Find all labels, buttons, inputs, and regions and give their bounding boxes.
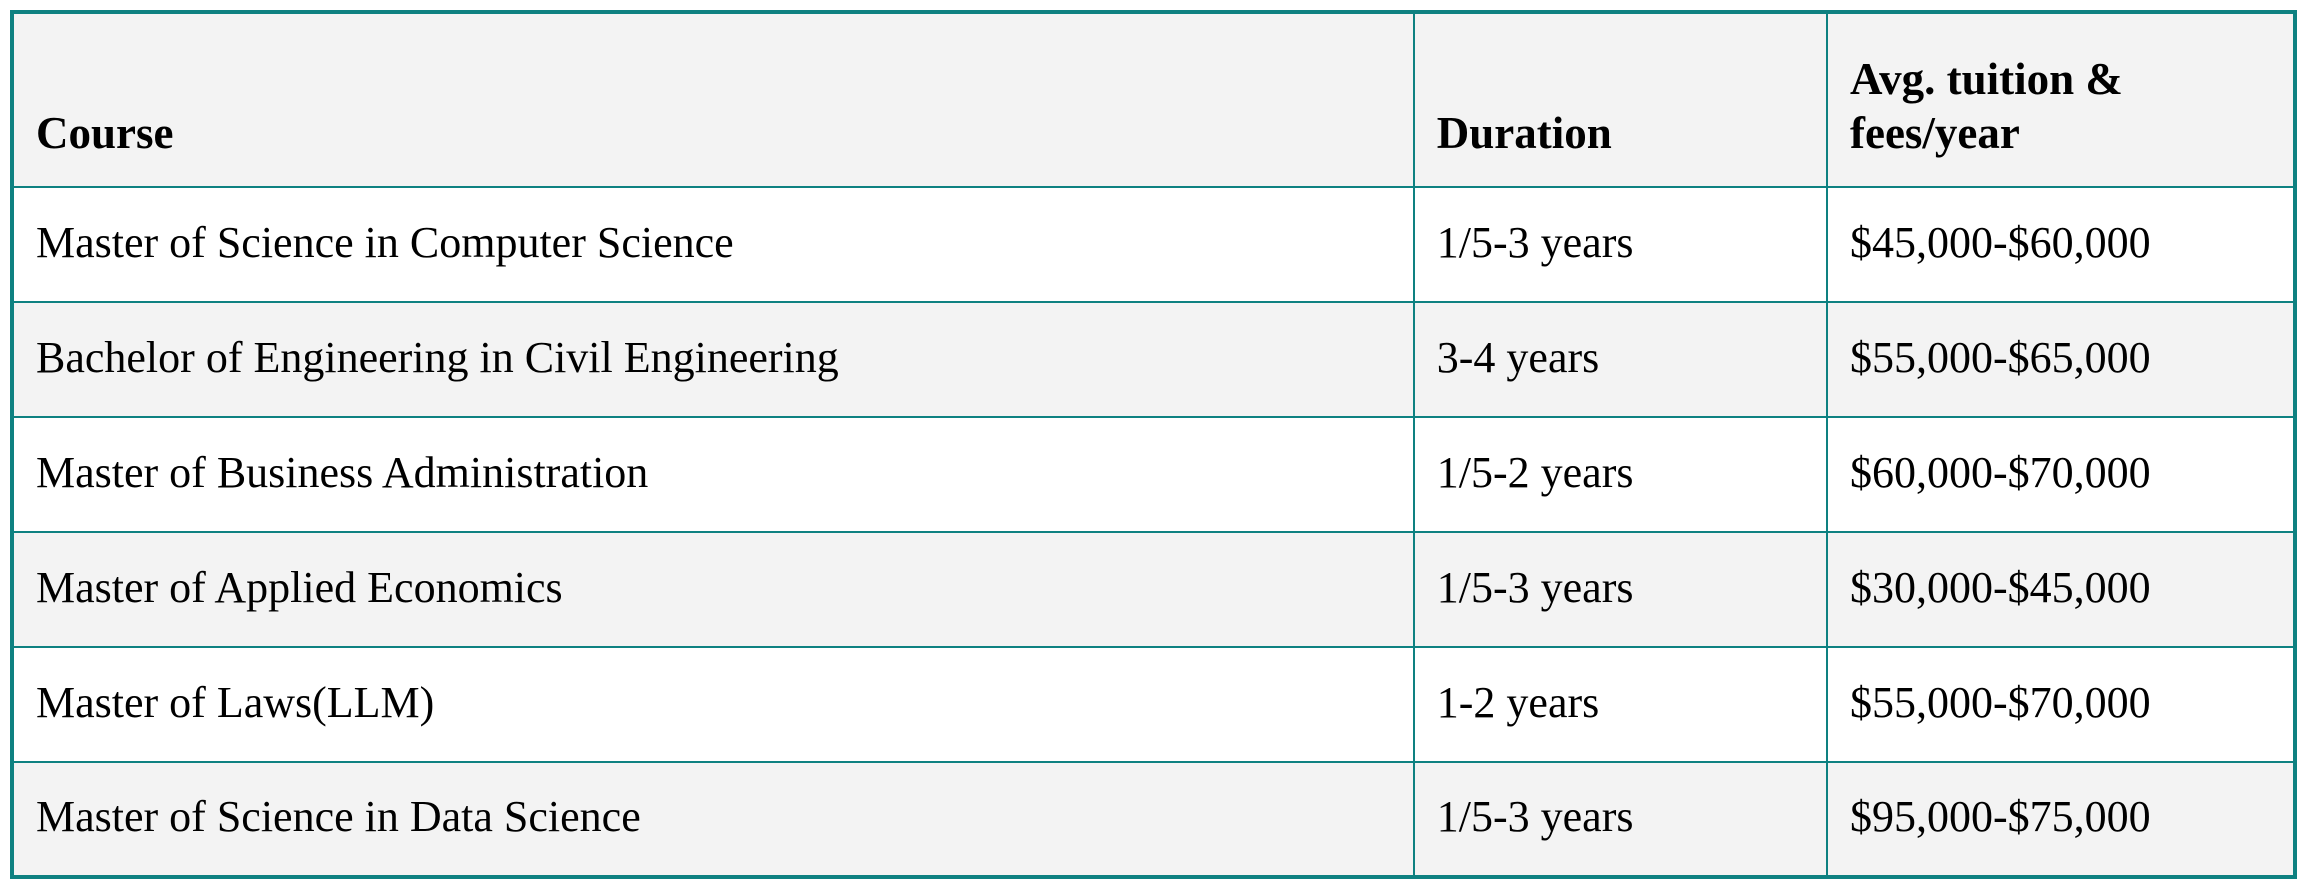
tuition-cell: $60,000-$70,000 [1825,416,2297,533]
tuition-cell: $55,000-$70,000 [1825,646,2297,763]
table-row: Master of Business Administration 1/5-2 … [11,416,2297,533]
column-header-course: Course [11,11,1415,188]
table-body: Master of Science in Computer Science 1/… [11,186,2297,878]
duration-cell: 1/5-3 years [1412,761,1828,878]
duration-cell: 1/5-3 years [1412,531,1828,648]
table-row: Master of Applied Economics 1/5-3 years … [11,531,2297,648]
duration-cell: 1-2 years [1412,646,1828,763]
table-row: Bachelor of Engineering in Civil Enginee… [11,301,2297,418]
duration-cell: 1/5-2 years [1412,416,1828,533]
course-cell: Master of Laws(LLM) [11,646,1415,763]
column-header-tuition: Avg. tuition & fees/year [1825,11,2297,188]
duration-cell: 1/5-3 years [1412,186,1828,303]
course-tuition-table: Course Duration Avg. tuition & fees/year… [10,10,2297,879]
table-row: Master of Laws(LLM) 1-2 years $55,000-$7… [11,646,2297,763]
course-cell: Master of Science in Data Science [11,761,1415,878]
table-row: Master of Science in Data Science 1/5-3 … [11,761,2297,878]
tuition-cell: $45,000-$60,000 [1825,186,2297,303]
tuition-cell: $95,000-$75,000 [1825,761,2297,878]
header-row: Course Duration Avg. tuition & fees/year [11,11,2297,188]
table-row: Master of Science in Computer Science 1/… [11,186,2297,303]
tuition-cell: $30,000-$45,000 [1825,531,2297,648]
duration-cell: 3-4 years [1412,301,1828,418]
table-header: Course Duration Avg. tuition & fees/year [11,11,2297,188]
tuition-cell: $55,000-$65,000 [1825,301,2297,418]
course-cell: Master of Science in Computer Science [11,186,1415,303]
course-cell: Bachelor of Engineering in Civil Enginee… [11,301,1415,418]
column-header-duration: Duration [1412,11,1828,188]
course-cell: Master of Business Administration [11,416,1415,533]
course-cell: Master of Applied Economics [11,531,1415,648]
